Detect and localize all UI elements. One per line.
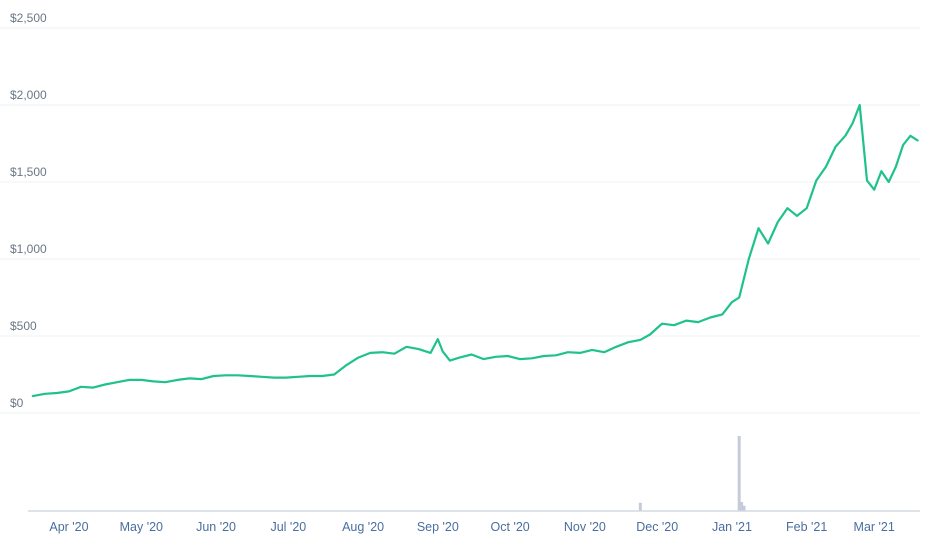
volume-bar — [638, 502, 642, 511]
y-tick-label: $0 — [10, 396, 24, 410]
volume-bar — [742, 505, 746, 511]
x-tick-label: Mar '21 — [854, 520, 895, 534]
volume-bars — [638, 436, 746, 511]
x-tick-label: Jul '20 — [270, 520, 306, 534]
x-axis-ticks: Apr '20 May '20 Jun '20 Jul '20 Aug '20 Sep '… — [49, 520, 895, 534]
gridlines — [0, 27, 920, 414]
x-tick-label: Sep '20 — [417, 520, 459, 534]
x-tick-label: Feb '21 — [786, 520, 827, 534]
x-tick-label: Jan '21 — [712, 520, 752, 534]
x-tick-label: May '20 — [120, 520, 163, 534]
volume-bar — [737, 436, 741, 511]
y-tick-label: $2,500 — [10, 11, 47, 25]
y-tick-label: $2,000 — [10, 88, 47, 102]
x-tick-label: Jun '20 — [196, 520, 236, 534]
x-tick-label: Aug '20 — [342, 520, 384, 534]
y-axis-ticks: $2,500 $2,000 $1,500 $1,000 $500 $0 — [10, 11, 47, 410]
x-tick-label: Oct '20 — [491, 520, 530, 534]
y-tick-label: $1,000 — [10, 242, 47, 256]
y-tick-label: $1,500 — [10, 165, 47, 179]
price-line — [31, 103, 919, 398]
price-series — [31, 103, 919, 398]
x-tick-label: Apr '20 — [49, 520, 88, 534]
x-tick-label: Nov '20 — [564, 520, 606, 534]
x-tick-label: Dec '20 — [636, 520, 678, 534]
volume-bar — [740, 502, 744, 511]
y-tick-label: $500 — [10, 319, 37, 333]
